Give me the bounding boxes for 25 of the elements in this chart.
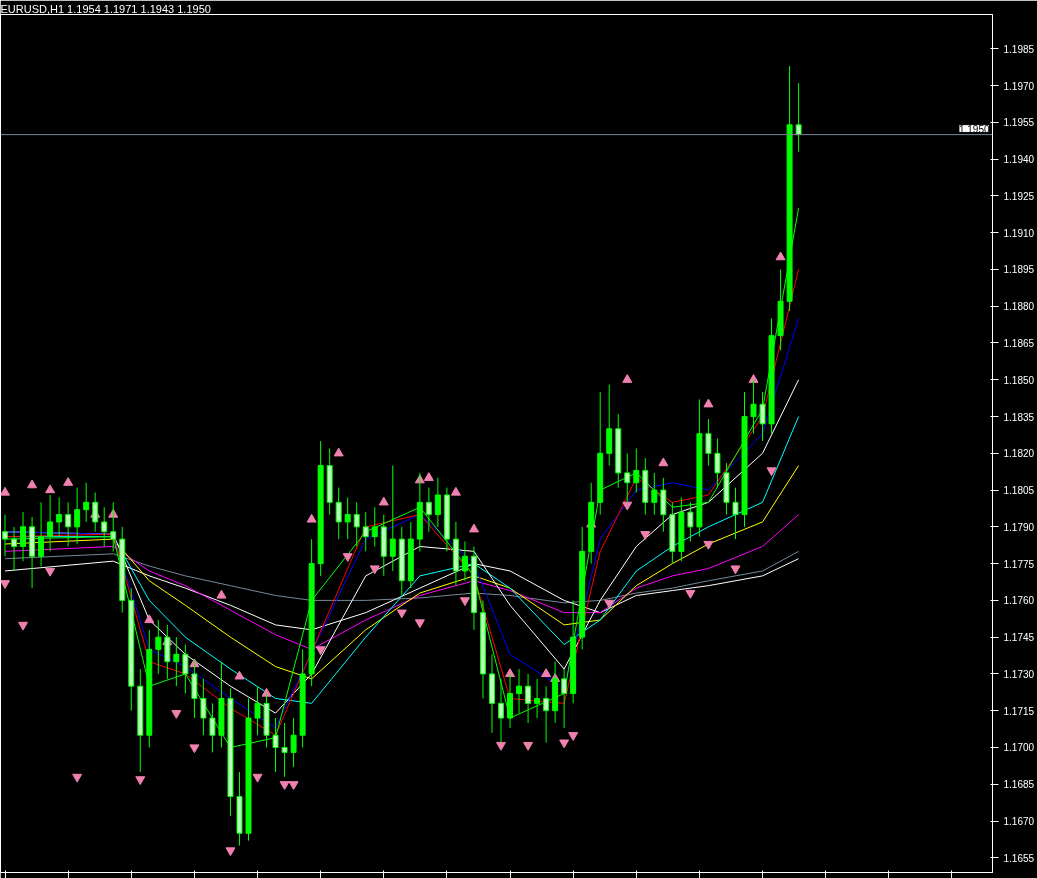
y-tick-label: 1.1730 — [1003, 668, 1035, 680]
y-tick-label: 1.1655 — [1003, 852, 1035, 864]
y-tick-label: 1.1745 — [1003, 632, 1035, 644]
y-tick-label: 1.1880 — [1003, 301, 1035, 313]
y-tick-label: 1.1805 — [1003, 485, 1035, 497]
ref-line-label: 1.1950 — [958, 123, 990, 135]
y-tick-label: 1.1685 — [1003, 779, 1035, 791]
y-tick-label: 1.1790 — [1003, 521, 1035, 533]
y-tick-label: 1.1700 — [1003, 742, 1035, 754]
y-tick-label: 1.1895 — [1003, 264, 1035, 276]
y-tick-label: 1.1925 — [1003, 190, 1035, 202]
y-tick-label: 1.1820 — [1003, 448, 1035, 460]
y-tick-label: 1.1715 — [1003, 705, 1035, 717]
y-tick-label: 1.1670 — [1003, 816, 1035, 828]
y-tick-label: 1.1910 — [1003, 227, 1035, 239]
y-tick-label: 1.1970 — [1003, 80, 1035, 92]
y-tick-label: 1.1850 — [1003, 374, 1035, 386]
y-tick-label: 1.1865 — [1003, 337, 1035, 349]
chart-title: EURUSD,H1 1.1954 1.1971 1.1943 1.1950 — [0, 2, 211, 15]
y-tick-label: 1.1955 — [1003, 117, 1035, 129]
y-tick-label: 1.1940 — [1003, 154, 1035, 166]
y-tick-label: 1.1985 — [1003, 43, 1035, 55]
y-tick-label: 1.1775 — [1003, 558, 1035, 570]
y-tick-label: 1.1760 — [1003, 595, 1035, 607]
y-tick-label: 1.1835 — [1003, 411, 1035, 423]
